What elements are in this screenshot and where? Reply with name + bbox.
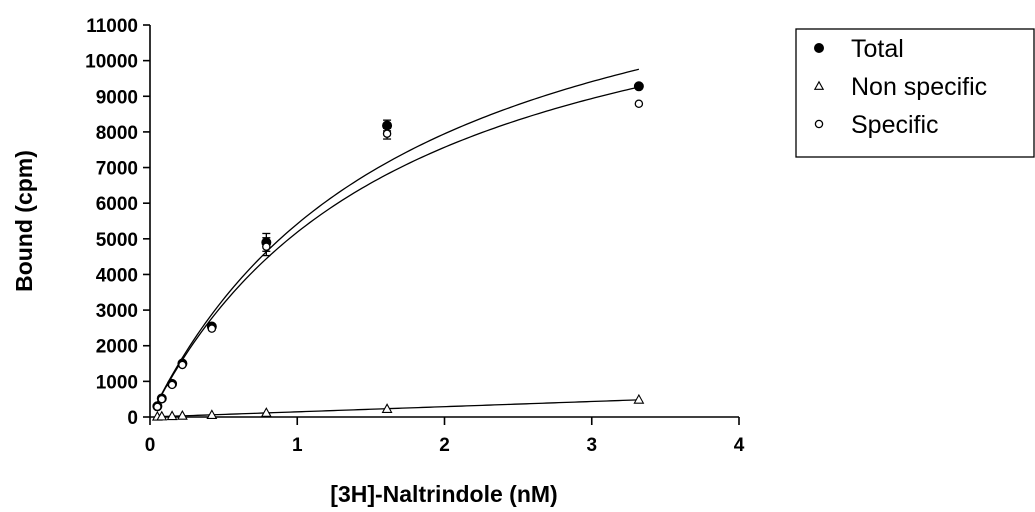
non-specific-point [156, 410, 168, 421]
non-specific-point [381, 403, 393, 413]
x-tick-label: 3 [586, 435, 597, 456]
non-specific-point [176, 409, 188, 420]
legend-marker-non-specific [813, 80, 825, 90]
y-tick-label: 4000 [96, 265, 138, 286]
non-specific-point [260, 407, 272, 417]
y-tick-label: 8000 [96, 123, 138, 144]
specific-point [153, 402, 162, 412]
y-tick-label: 7000 [96, 159, 138, 180]
non-specific-point [206, 409, 218, 420]
legend-label-total: Total [851, 35, 904, 63]
y-tick-label: 11000 [86, 16, 138, 37]
non-specific-point [166, 410, 178, 421]
y-tick-label: 6000 [96, 194, 138, 215]
y-tick-label: 10000 [85, 52, 138, 73]
specific-point [167, 380, 177, 390]
axes [149, 25, 739, 418]
specific-point [382, 129, 392, 138]
x-axis-title: [3H]-Naltrindole (nM) [330, 481, 557, 507]
legend: Total Non specific Specific [795, 28, 1035, 158]
legend-label-non-specific: Non specific [851, 73, 987, 101]
non-specific-fit-curve [157, 399, 639, 418]
x-tick-label: 2 [439, 435, 450, 456]
y-tick-label: 0 [127, 408, 138, 429]
legend-marker-specific [814, 119, 824, 129]
specific-point [634, 99, 644, 109]
x-ticks: 0 1 2 3 4 [145, 417, 745, 456]
specific-point [157, 394, 167, 404]
legend-marker-total [814, 43, 824, 53]
total-fit-curve [156, 68, 640, 403]
legend-box [795, 28, 1035, 158]
x-tick-label: 1 [292, 435, 303, 456]
y-tick-label: 5000 [96, 230, 138, 251]
legend-label-specific: Specific [851, 111, 939, 139]
specific-point [262, 242, 271, 251]
specific-fit-curve [156, 86, 640, 404]
y-tick-label: 9000 [96, 87, 138, 108]
fit-curves [156, 68, 640, 418]
specific-point [207, 324, 217, 333]
data-points [151, 81, 645, 421]
y-tick-label: 2000 [96, 337, 138, 358]
y-tick-label: 1000 [96, 372, 138, 393]
x-tick-label: 0 [145, 435, 156, 456]
x-tick-label: 4 [734, 435, 745, 456]
y-tick-label: 3000 [96, 301, 138, 322]
y-axis-title: Bound (cpm) [11, 150, 37, 292]
y-ticks: 0 1000 2000 3000 4000 5000 6000 7000 8000 9000 100… [85, 16, 150, 429]
non-specific-point [633, 393, 645, 404]
total-point [633, 81, 644, 92]
specific-point [178, 360, 187, 370]
